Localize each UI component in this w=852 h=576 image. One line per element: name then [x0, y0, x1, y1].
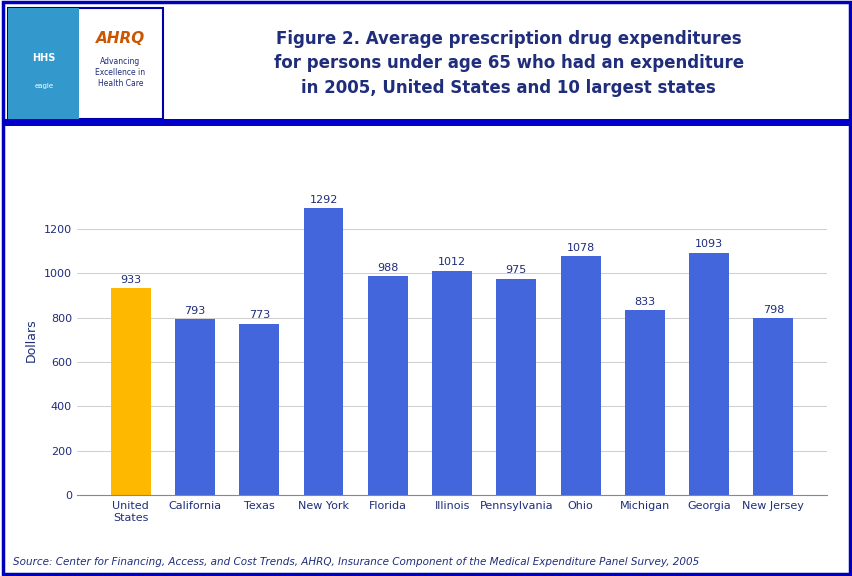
Bar	[752, 318, 792, 495]
Text: 798: 798	[762, 305, 783, 314]
Text: 773: 773	[249, 310, 269, 320]
Text: Figure 2. Average prescription drug expenditures
for persons under age 65 who ha: Figure 2. Average prescription drug expe…	[273, 30, 743, 97]
Text: Source: Center for Financing, Access, and Cost Trends, AHRQ, Insurance Component: Source: Center for Financing, Access, an…	[13, 558, 699, 567]
Bar	[688, 252, 728, 495]
Text: 988: 988	[377, 263, 398, 272]
Bar	[496, 279, 536, 495]
FancyBboxPatch shape	[9, 8, 79, 119]
Y-axis label: Dollars: Dollars	[26, 318, 38, 362]
Text: 1012: 1012	[438, 257, 465, 267]
Text: 1078: 1078	[566, 242, 594, 252]
Text: HHS: HHS	[32, 52, 55, 63]
Bar	[367, 276, 407, 495]
Bar	[175, 319, 215, 495]
Text: 1292: 1292	[309, 195, 337, 205]
FancyBboxPatch shape	[9, 8, 163, 119]
Bar	[111, 288, 151, 495]
Bar	[303, 209, 343, 495]
Bar	[625, 310, 664, 495]
Text: 933: 933	[120, 275, 141, 285]
Text: eagle: eagle	[34, 84, 54, 89]
Text: AHRQ: AHRQ	[95, 31, 145, 46]
Text: 833: 833	[634, 297, 654, 307]
Text: 975: 975	[505, 266, 527, 275]
Text: 793: 793	[184, 306, 205, 316]
Text: Advancing
Excellence in
Health Care: Advancing Excellence in Health Care	[95, 57, 146, 88]
Bar	[239, 324, 279, 495]
Text: 1093: 1093	[694, 239, 722, 249]
Bar	[560, 256, 600, 495]
Bar	[432, 271, 471, 495]
